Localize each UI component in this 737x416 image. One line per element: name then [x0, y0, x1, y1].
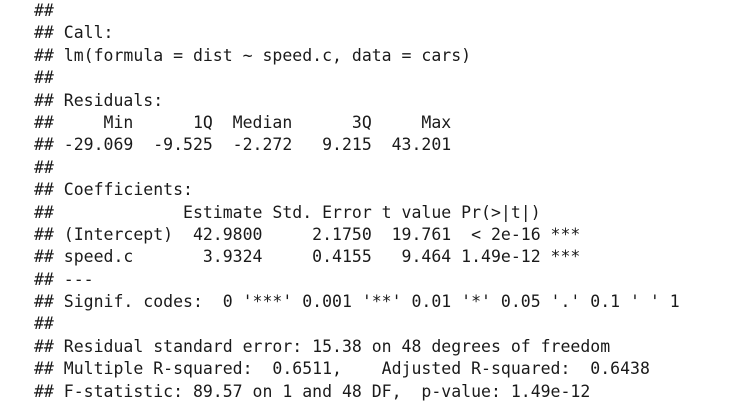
output-line-blank: ## [34, 314, 54, 334]
output-line-coefficients-columns: ## Estimate Std. Error t value Pr(>|t|) [34, 202, 541, 222]
output-line-call-formula: ## lm(formula = dist ~ speed.c, data = c… [34, 45, 472, 65]
output-line-call-header: ## Call: [34, 23, 114, 43]
output-line-blank: ## [34, 68, 54, 88]
output-line-r-squared: ## Multiple R-squared: 0.6511, Adjusted … [34, 359, 650, 379]
output-line-blank: ## [34, 157, 54, 177]
console-output: ## ## Call: ## lm(formula = dist ~ speed.c… [34, 0, 680, 403]
output-line-residual-std-error: ## Residual standard error: 15.38 on 48 … [34, 336, 611, 356]
output-line-coefficient-speed: ## speed.c 3.9324 0.4155 9.464 1.49e-12 … [34, 247, 581, 267]
output-line-residuals-header: ## Residuals: [34, 90, 164, 110]
output-line-coefficient-intercept: ## (Intercept) 42.9800 2.1750 19.761 < 2… [34, 224, 581, 244]
output-line-blank: ## [34, 1, 54, 20]
output-line-residuals-values: ## -29.069 -9.525 -2.272 9.215 43.201 [34, 135, 452, 155]
output-line-separator: ## --- [34, 269, 94, 289]
output-line-residuals-labels: ## Min 1Q Median 3Q Max [34, 112, 452, 132]
output-line-f-statistic: ## F-statistic: 89.57 on 1 and 48 DF, p-… [34, 381, 591, 401]
output-line-coefficients-header: ## Coefficients: [34, 180, 193, 200]
output-line-signif-codes: ## Signif. codes: 0 '***' 0.001 '**' 0.0… [34, 292, 680, 312]
